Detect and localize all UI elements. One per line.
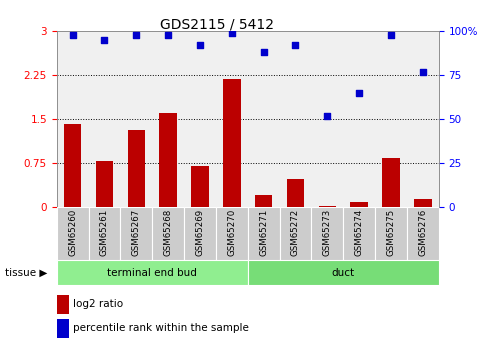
Bar [64, 124, 81, 207]
Bar [318, 206, 336, 207]
Point [69, 32, 76, 37]
Text: duct: duct [332, 268, 355, 277]
Text: GSM65260: GSM65260 [68, 209, 77, 256]
Point [132, 32, 140, 37]
Bar [159, 113, 177, 207]
Bar [96, 161, 113, 207]
Bar [152, 207, 184, 260]
Text: GSM65275: GSM65275 [387, 209, 395, 256]
Bar [247, 260, 439, 285]
Point [101, 37, 108, 43]
Text: GSM65268: GSM65268 [164, 209, 173, 256]
Text: GSM65267: GSM65267 [132, 209, 141, 256]
Bar [216, 207, 247, 260]
Bar [312, 207, 343, 260]
Text: GSM65274: GSM65274 [354, 209, 364, 256]
Text: GSM65261: GSM65261 [100, 209, 109, 256]
Point [164, 32, 172, 37]
Bar [287, 179, 304, 207]
Point [228, 30, 236, 36]
Point [291, 42, 299, 48]
Bar [89, 207, 120, 260]
Bar [255, 195, 273, 207]
Point [355, 90, 363, 95]
Text: GDS2115 / 5412: GDS2115 / 5412 [160, 17, 274, 31]
Bar [407, 207, 439, 260]
Point [387, 32, 395, 37]
Bar [120, 207, 152, 260]
Bar [280, 207, 312, 260]
Bar [247, 207, 280, 260]
Text: GSM65271: GSM65271 [259, 209, 268, 256]
Bar [351, 202, 368, 207]
Text: percentile rank within the sample: percentile rank within the sample [73, 324, 249, 333]
Bar [184, 207, 216, 260]
Text: GSM65272: GSM65272 [291, 209, 300, 256]
Point [419, 69, 427, 74]
Point [323, 113, 331, 118]
Bar [128, 130, 145, 207]
Bar [191, 166, 209, 207]
Text: GSM65270: GSM65270 [227, 209, 236, 256]
Text: GSM65273: GSM65273 [323, 209, 332, 256]
Text: GSM65276: GSM65276 [419, 209, 427, 256]
Bar [57, 207, 89, 260]
Bar [223, 79, 241, 207]
Bar [375, 207, 407, 260]
Point [196, 42, 204, 48]
Bar [414, 199, 431, 207]
Bar [57, 260, 247, 285]
Bar [382, 158, 400, 207]
Bar [343, 207, 375, 260]
Text: log2 ratio: log2 ratio [73, 299, 123, 309]
Text: GSM65269: GSM65269 [195, 209, 205, 256]
Text: terminal end bud: terminal end bud [107, 268, 197, 277]
Point [260, 49, 268, 55]
Text: tissue ▶: tissue ▶ [5, 268, 47, 277]
